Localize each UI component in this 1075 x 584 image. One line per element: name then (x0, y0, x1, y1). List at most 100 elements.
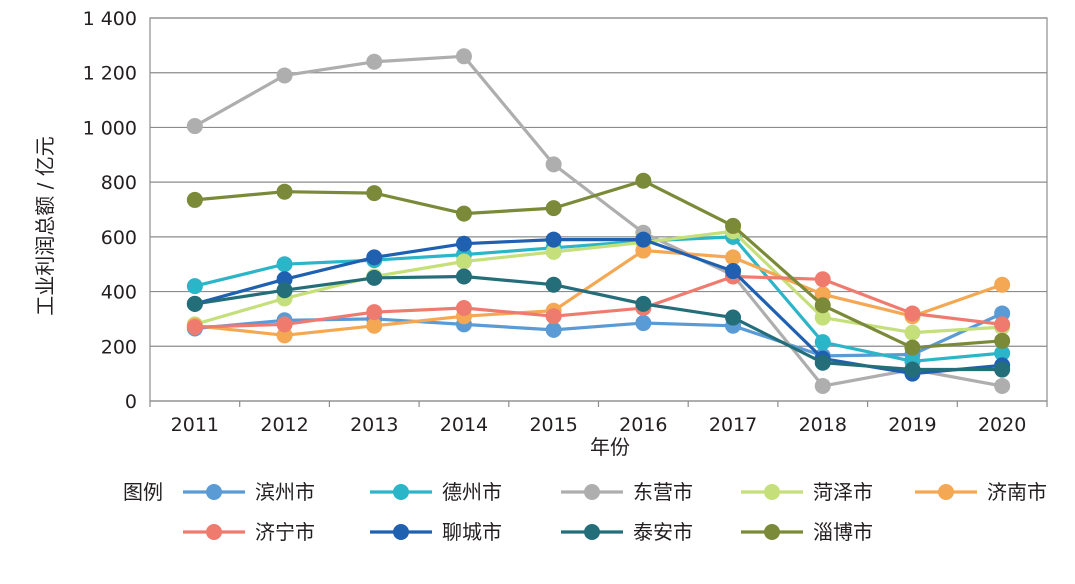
legend-label: 菏泽市 (813, 480, 873, 504)
data-point (276, 282, 293, 299)
x-tick-label: 2015 (529, 414, 577, 436)
data-point (994, 316, 1011, 333)
data-point (366, 53, 383, 70)
data-point (276, 67, 293, 84)
data-point (814, 377, 831, 394)
data-point (545, 276, 562, 293)
data-point (276, 256, 293, 273)
data-point (545, 200, 562, 217)
legend-item: 东营市 (561, 480, 693, 504)
x-tick-label: 2012 (260, 414, 308, 436)
data-point (635, 231, 652, 248)
data-point (186, 118, 203, 135)
x-axis-title: 年份 (590, 435, 630, 459)
y-tick-label: 400 (101, 282, 137, 304)
data-point (904, 324, 921, 341)
legend-marker (584, 524, 600, 540)
series-3 (186, 48, 1011, 394)
data-point (545, 321, 562, 338)
data-point (814, 286, 831, 303)
data-point (725, 309, 742, 326)
data-point (276, 327, 293, 344)
legend-marker (764, 524, 780, 540)
data-point (455, 48, 472, 65)
legend-marker (206, 524, 222, 540)
x-tick-label: 2013 (350, 414, 398, 436)
y-axis-title: 工业利润总额 / 亿元 (33, 136, 57, 315)
data-point (455, 299, 472, 316)
data-point (276, 183, 293, 200)
series-line (194, 179, 1003, 350)
y-tick-label: 1 000 (83, 117, 137, 139)
legend-label: 东营市 (633, 480, 693, 504)
x-tick-label: 2017 (709, 414, 757, 436)
data-point (545, 156, 562, 173)
data-point (635, 242, 652, 259)
data-point (186, 191, 203, 208)
legend-label: 滨州市 (255, 480, 315, 504)
legend-label: 淄博市 (813, 520, 873, 544)
legend-item: 聊城市 (370, 520, 502, 544)
data-point (455, 253, 472, 270)
legend-label: 济宁市 (255, 520, 315, 544)
legend-item: 德州市 (370, 480, 502, 504)
data-point (366, 269, 383, 286)
x-tick-label: 2011 (171, 414, 219, 436)
x-tick-label: 2019 (888, 414, 936, 436)
data-point (186, 278, 203, 295)
legend-item: 济南市 (915, 480, 1047, 504)
legend-item: 泰安市 (561, 520, 693, 544)
x-tick-label: 2020 (978, 414, 1026, 436)
data-point (814, 271, 831, 288)
axes: 0 200 400 600 800 1 000 1 200 1 400 2011 2012 2013… (83, 8, 1048, 436)
y-tick-label: 0 (125, 391, 137, 413)
y-tick-label: 600 (101, 227, 137, 249)
data-point (814, 309, 831, 326)
data-point (455, 205, 472, 222)
x-tick-label: 2018 (799, 414, 847, 436)
data-point (904, 305, 921, 322)
data-point (545, 231, 562, 248)
data-point (366, 317, 383, 334)
legend-marker (393, 524, 409, 540)
data-point (186, 319, 203, 336)
data-point (994, 345, 1011, 362)
data-point (545, 308, 562, 325)
legend-label: 聊城市 (442, 520, 502, 544)
series-7 (186, 231, 1011, 382)
data-point (904, 339, 921, 356)
data-point (994, 276, 1011, 293)
data-point (725, 263, 742, 280)
legend-title: 图例 (123, 480, 163, 504)
legend-item: 淄博市 (741, 520, 873, 544)
data-point (455, 268, 472, 285)
data-point (186, 295, 203, 312)
y-tick-label: 200 (101, 336, 137, 358)
data-point (994, 305, 1011, 322)
legend-marker (938, 484, 954, 500)
series-line (194, 274, 1003, 372)
series-line (194, 248, 1003, 337)
data-point (814, 354, 831, 371)
legend-label: 泰安市 (633, 520, 693, 544)
data-point (455, 235, 472, 252)
x-tick-label: 2016 (619, 414, 667, 436)
series-line (194, 54, 1003, 388)
series-8 (186, 268, 1011, 378)
legend-item: 滨州市 (183, 480, 315, 504)
data-point (994, 332, 1011, 349)
data-point (366, 304, 383, 321)
y-tick-label: 1 400 (83, 8, 137, 30)
data-point (366, 249, 383, 266)
series-line (194, 274, 1003, 329)
data-point (276, 316, 293, 333)
data-point (904, 361, 921, 378)
legend-item: 济宁市 (183, 520, 315, 544)
series-9 (186, 172, 1011, 356)
legend-marker (764, 484, 780, 500)
data-point (545, 243, 562, 260)
y-tick-label: 1 200 (83, 63, 137, 85)
data-point (635, 295, 652, 312)
